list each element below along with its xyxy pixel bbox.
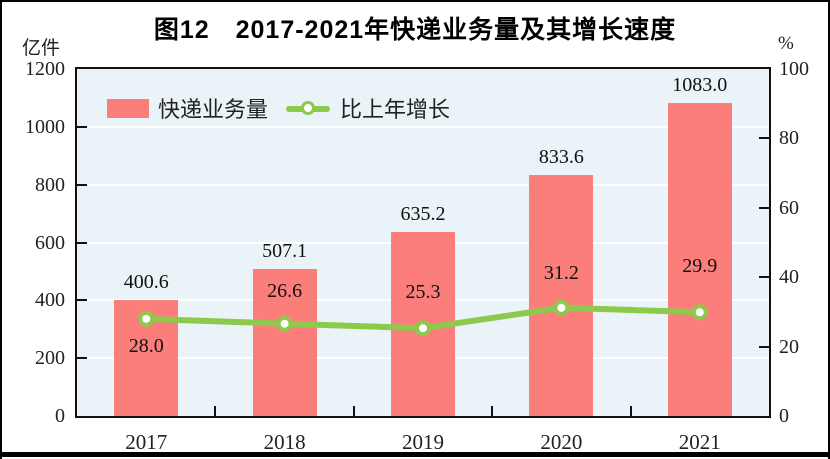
chart-title: 图12 2017-2021年快递业务量及其增长速度 bbox=[153, 16, 677, 44]
x-axis-tick bbox=[352, 406, 355, 416]
line-marker-2018 bbox=[276, 315, 293, 332]
growth-value-label: 29.9 bbox=[682, 255, 718, 278]
growth-value-label: 31.2 bbox=[543, 261, 579, 284]
x-axis-label-2021: 2021 bbox=[678, 430, 721, 454]
bar-value-label: 1083.0 bbox=[672, 73, 728, 96]
growth-value-label: 26.6 bbox=[267, 279, 303, 302]
right-axis-tick-label: 60 bbox=[779, 196, 799, 219]
right-axis-tick-label: 100 bbox=[779, 58, 809, 80]
right-axis-tick-label: 0 bbox=[779, 405, 789, 427]
left-axis-tick-label: 1200 bbox=[25, 58, 65, 80]
x-axis-label-2018: 2018 bbox=[263, 430, 306, 454]
legend: 快递业务量 比上年增长 bbox=[107, 95, 451, 122]
bar-value-label: 507.1 bbox=[262, 240, 308, 263]
figure-bottom-rule bbox=[2, 452, 828, 457]
line-marker-2020 bbox=[553, 299, 570, 316]
left-axis-tick-label: 400 bbox=[35, 289, 65, 312]
right-axis-unit: % bbox=[778, 33, 794, 54]
x-axis-label-2017: 2017 bbox=[125, 430, 168, 454]
right-axis-tick-label: 40 bbox=[779, 266, 799, 289]
right-axis-tick bbox=[759, 276, 769, 279]
left-axis-tick-label: 800 bbox=[35, 173, 65, 196]
right-axis-tick-label: 80 bbox=[779, 127, 799, 150]
line-marker-2021 bbox=[691, 304, 708, 321]
left-axis-tick bbox=[77, 357, 87, 360]
left-axis-tick bbox=[77, 183, 87, 186]
left-axis-tick bbox=[77, 241, 87, 244]
right-axis-tick bbox=[759, 206, 769, 209]
x-axis-label-2019: 2019 bbox=[402, 430, 444, 454]
growth-value-label: 25.3 bbox=[405, 281, 441, 304]
left-axis-tick-label: 200 bbox=[35, 347, 65, 370]
left-axis-tick-label: 1000 bbox=[25, 115, 65, 138]
bar-value-label: 635.2 bbox=[400, 203, 446, 226]
bar-2021 bbox=[667, 102, 732, 416]
bar-legend-label: 快递业务量 bbox=[158, 97, 269, 122]
bar-value-label: 833.6 bbox=[538, 145, 584, 168]
left-axis-tick-label: 600 bbox=[35, 231, 65, 254]
right-axis-tick-label: 20 bbox=[779, 335, 799, 358]
line-marker-2017 bbox=[138, 310, 155, 327]
left-axis-tick-label: 0 bbox=[55, 405, 65, 427]
right-axis-tick bbox=[759, 345, 769, 348]
gridline bbox=[77, 125, 769, 128]
line-legend-label: 比上年增长 bbox=[340, 97, 451, 122]
line-marker-2019 bbox=[415, 320, 431, 337]
left-axis-tick bbox=[77, 299, 87, 302]
right-axis-tick bbox=[759, 137, 769, 140]
x-axis-tick bbox=[214, 406, 217, 416]
bar-legend-swatch-icon bbox=[107, 98, 149, 118]
plot-area: 400.6 507.1 635.2 833.6 1083.0 28.0 26.6 25.3 31… bbox=[75, 67, 771, 418]
x-axis-tick bbox=[629, 406, 632, 416]
left-axis-unit: 亿件 bbox=[22, 38, 61, 59]
x-axis-label-2020: 2020 bbox=[540, 430, 583, 454]
line-legend-sample-icon bbox=[286, 100, 331, 116]
bar-value-label: 400.6 bbox=[123, 271, 169, 294]
gridline bbox=[77, 183, 769, 186]
growth-value-label: 28.0 bbox=[128, 334, 164, 357]
line-legend-marker-icon bbox=[301, 100, 316, 115]
bar-2018 bbox=[252, 269, 317, 416]
left-axis-tick bbox=[77, 125, 87, 128]
line-series-layer bbox=[138, 299, 708, 337]
bar-2020 bbox=[529, 174, 594, 416]
x-axis-tick bbox=[491, 406, 494, 416]
